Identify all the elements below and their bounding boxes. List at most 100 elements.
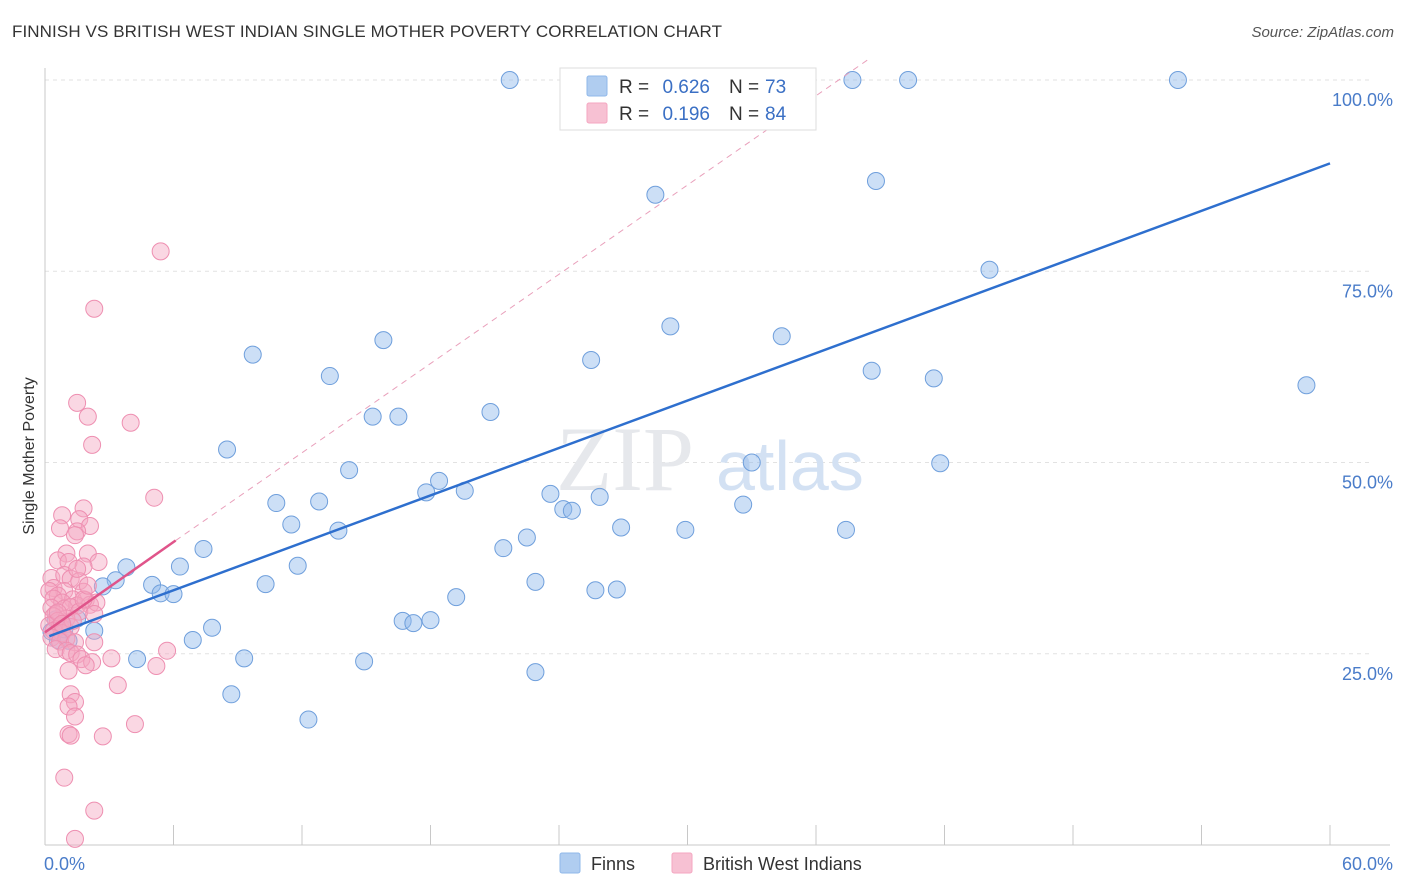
finns-point xyxy=(541,484,560,503)
british-west-indians-point xyxy=(158,641,177,660)
y-tick-label: 100.0% xyxy=(1332,90,1393,110)
finns-point xyxy=(734,495,753,514)
finns-point xyxy=(607,580,626,599)
finns-point xyxy=(256,575,275,594)
legend-r-label: R = xyxy=(619,104,649,125)
british-west-indians-n-value: 84 xyxy=(765,104,787,125)
finns-r-value: 0.626 xyxy=(662,77,710,98)
grid-lines xyxy=(45,79,1370,655)
watermark-zip: ZIP xyxy=(556,408,694,510)
british-west-indians-point xyxy=(85,801,104,820)
finns-point xyxy=(899,71,918,89)
finns-point xyxy=(243,345,262,364)
british-west-indians-point xyxy=(102,649,121,668)
british-west-indians-point xyxy=(65,526,84,545)
finns-point xyxy=(183,630,202,649)
finns-point xyxy=(430,471,449,490)
legend-n-label: N = xyxy=(729,104,759,125)
finns-point xyxy=(526,663,545,682)
finns-point xyxy=(235,649,254,668)
british-west-indians-point xyxy=(108,676,127,695)
finns-point xyxy=(355,652,374,671)
finns-point xyxy=(374,331,393,350)
finns-point xyxy=(862,361,881,380)
finns-point xyxy=(288,556,307,575)
finns-point xyxy=(481,403,500,422)
british-west-indians-point xyxy=(68,393,87,412)
british-west-indians-point xyxy=(85,299,104,318)
finns-point xyxy=(404,614,423,633)
finns-point xyxy=(586,581,605,600)
finns-point xyxy=(526,572,545,591)
finns-point xyxy=(282,515,301,534)
british-west-indians-point xyxy=(59,697,78,716)
finns-point xyxy=(924,369,943,388)
finns-point xyxy=(494,539,513,558)
finns-point xyxy=(389,407,408,426)
british-west-indians-trend-extension xyxy=(175,58,870,541)
y-tick-label: 25.0% xyxy=(1342,664,1393,684)
finns-point xyxy=(222,685,241,704)
british-west-indians-point xyxy=(89,552,108,571)
x-tick-label: 0.0% xyxy=(44,854,85,874)
finns-point xyxy=(267,494,286,513)
finns-point xyxy=(843,71,862,89)
british-west-indians-point xyxy=(59,661,78,680)
british-west-indians-bottom-swatch xyxy=(671,852,693,874)
british-west-indians-point xyxy=(78,407,97,426)
british-west-indians-point xyxy=(93,727,112,746)
x-tick-label: 60.0% xyxy=(1342,854,1393,874)
finns-point xyxy=(836,520,855,539)
british-west-indians-point xyxy=(48,603,67,622)
finns-point xyxy=(363,407,382,426)
finns-point xyxy=(393,611,412,630)
chart-source: Source: ZipAtlas.com xyxy=(1251,24,1394,41)
tick-labels: 25.0% 50.0% 75.0% 100.0% 0.0% 60.0% xyxy=(44,90,1393,874)
y-tick-label: 75.0% xyxy=(1342,281,1393,301)
finns-point xyxy=(299,710,318,729)
finns-point xyxy=(661,317,680,336)
finns-point xyxy=(128,650,147,669)
british-west-indians-legend-swatch xyxy=(586,102,608,124)
data-points xyxy=(40,71,1316,848)
british-west-indians-point xyxy=(65,707,84,726)
finns-point xyxy=(980,260,999,279)
finns-point xyxy=(866,171,885,190)
british-west-indians-point xyxy=(74,499,93,518)
watermark-atlas: atlas xyxy=(716,427,864,505)
finns-point xyxy=(1297,376,1316,395)
british-west-indians-point xyxy=(55,768,74,787)
finns-point xyxy=(517,528,536,547)
y-axis-label: Single Mother Poverty xyxy=(21,377,38,534)
chart-title: FINNISH VS BRITISH WEST INDIAN SINGLE MO… xyxy=(12,22,723,41)
british-west-indians-point xyxy=(61,643,80,662)
finns-point xyxy=(772,327,791,346)
finns-point xyxy=(562,501,581,520)
watermark: ZIP atlas xyxy=(556,408,864,510)
finns-point xyxy=(742,453,761,472)
finns-point xyxy=(310,492,329,511)
finns-point xyxy=(582,350,601,369)
british-west-indians-point xyxy=(65,692,84,711)
finns-bottom-swatch xyxy=(559,852,581,874)
finns-point xyxy=(1168,71,1187,89)
finns-point xyxy=(612,518,631,537)
bottom-legend: Finns British West Indians xyxy=(559,852,862,874)
british-west-indians-point xyxy=(151,242,170,261)
finns-point xyxy=(931,454,950,473)
finns-point xyxy=(590,487,609,506)
finns-point xyxy=(218,440,237,459)
finns-legend-swatch xyxy=(586,75,608,97)
british-west-indians-point xyxy=(50,519,69,538)
british-west-indians-point xyxy=(83,435,102,454)
british-west-indians-point xyxy=(125,715,144,734)
axes xyxy=(44,68,1390,846)
finns-point xyxy=(447,588,466,607)
british-west-indians-point xyxy=(121,413,140,432)
british-west-indians-point xyxy=(65,829,84,848)
legend-n-label: N = xyxy=(729,77,759,98)
british-west-indians-r-value: 0.196 xyxy=(662,104,710,125)
british-west-indians-point xyxy=(78,576,97,595)
legend: R = 0.626 N = 73 R = 0.196 N = 84 xyxy=(559,67,817,131)
